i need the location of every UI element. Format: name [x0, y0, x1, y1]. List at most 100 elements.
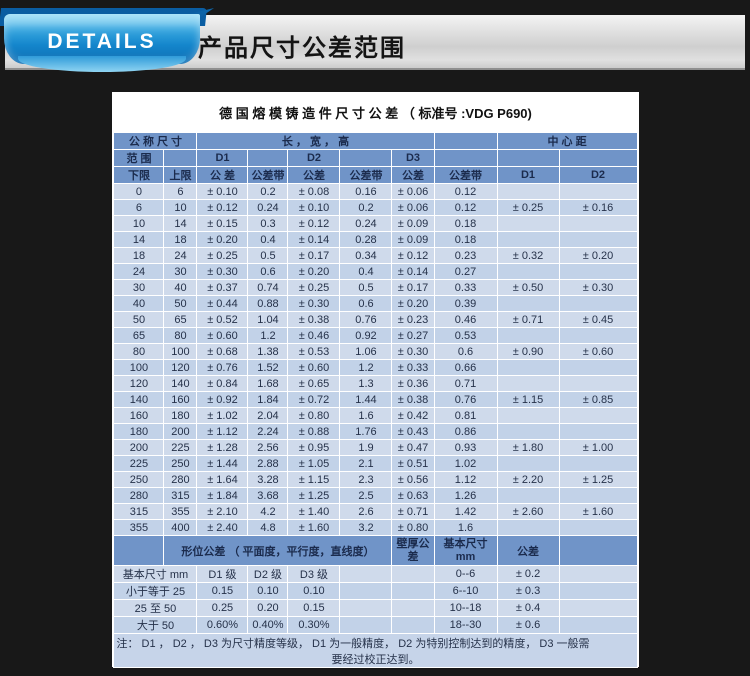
table-row: 65 80 ± 0.60 1.2 ± 0.46 0.92 ± 0.27 0.53	[113, 327, 638, 344]
table-cell: 1.3	[339, 375, 393, 392]
table-cell: 1.38	[247, 343, 289, 360]
table-cell: 1.04	[247, 311, 289, 328]
table-cell: 2.24	[247, 423, 289, 440]
table-cell: 180	[113, 423, 165, 440]
col-group-lwh: 长 ， 宽 ， 高	[196, 132, 435, 150]
table-cell: 0.88	[247, 295, 289, 312]
table-cell: 14	[163, 215, 198, 232]
table-cell: ± 1.60	[287, 519, 341, 536]
bottom-blank-1	[113, 535, 165, 566]
table-cell: 65	[163, 311, 198, 328]
table-cell: ± 0.20	[287, 263, 341, 280]
table-row: 6 10 ± 0.12 0.24 ± 0.10 0.2 ± 0.06 0.12 ± 0.25 ± …	[113, 199, 638, 216]
bottom-blank-2	[558, 535, 638, 566]
table-cell: 3.68	[247, 487, 289, 504]
table-cell: ± 0.30	[196, 263, 249, 280]
table-cell	[558, 519, 638, 536]
table-cell: 0.27	[433, 263, 498, 280]
table-cell: 0.28	[339, 231, 393, 248]
table-title: 德 国 熔 模 铸 造 件 尺 寸 公 差 （ 标准号 :VDG P690)	[219, 105, 532, 121]
table-cell: 40	[113, 295, 165, 312]
table-cell: ± 0.36	[391, 375, 435, 392]
bottom-cell: 6--10	[433, 582, 498, 600]
bottom-row: 25 至 50 0.25 0.20 0.15 10--18 ± 0.4	[113, 599, 638, 617]
table-cell: 0.74	[247, 279, 289, 296]
table-cell: 3.2	[339, 519, 393, 536]
bottom-wall-thickness: 壁厚公差	[391, 535, 435, 566]
table-cell: 1.52	[247, 359, 289, 376]
table-cell: 0.5	[247, 247, 289, 264]
table-cell: 2.1	[339, 455, 393, 472]
table-cell: 140	[113, 391, 165, 408]
table-cell: 0.86	[433, 423, 498, 440]
table-cell: ± 0.95	[287, 439, 341, 456]
bottom-row-label: 25 至 50	[113, 599, 198, 617]
bottom-cell: ± 0.6	[496, 616, 560, 634]
table-cell: ± 0.10	[196, 183, 249, 200]
table-row: 250 280 ± 1.64 3.28 ± 1.15 2.3 ± 0.56 1.12 ± 2.2…	[113, 471, 638, 488]
col-group-center-distance: 中 心 距	[496, 132, 638, 150]
header-cell: 公 差	[196, 166, 249, 184]
bottom-rows: 基本尺寸 mm D1 级 D2 级 D3 级 0--6 ± 0.2 小于等于 25 0.15 0…	[113, 565, 638, 634]
table-cell: ± 2.10	[196, 503, 249, 520]
table-cell	[496, 375, 560, 392]
table-cell: 0.16	[339, 183, 393, 200]
table-cell: 0.53	[433, 327, 498, 344]
table-cell: ± 1.02	[196, 407, 249, 424]
table-cell: ± 0.08	[287, 183, 341, 200]
table-cell: ± 0.60	[196, 327, 249, 344]
table-cell	[496, 327, 560, 344]
table-cell: ± 0.47	[391, 439, 435, 456]
table-cell: 1.2	[339, 359, 393, 376]
table-cell: ± 0.72	[287, 391, 341, 408]
table-cell: 1.2	[247, 327, 289, 344]
bottom-cell	[558, 582, 638, 600]
bottom-cell	[339, 565, 393, 583]
header-cell: 公差带	[247, 166, 289, 184]
table-body: 0 6 ± 0.10 0.2 ± 0.08 0.16 ± 0.06 0.12 6 10 ± 0.12…	[113, 183, 638, 536]
table-cell: 280	[163, 471, 198, 488]
table-cell: ± 0.60	[287, 359, 341, 376]
bottom-cell: 0.40%	[247, 616, 289, 634]
table-cell: 0.6	[247, 263, 289, 280]
table-cell: ± 0.30	[391, 343, 435, 360]
table-cell: ± 1.84	[196, 487, 249, 504]
table-row: 24 30 ± 0.30 0.6 ± 0.20 0.4 ± 0.14 0.27	[113, 263, 638, 280]
table-cell: 18	[163, 231, 198, 248]
table-row: 40 50 ± 0.44 0.88 ± 0.30 0.6 ± 0.20 0.39	[113, 295, 638, 312]
table-cell: 0.34	[339, 247, 393, 264]
bottom-basic-size: 基本尺寸 mm	[433, 535, 498, 566]
table-cell: 0.12	[433, 183, 498, 200]
bottom-header-row: 形位公差 （ 平面度，平行度，直线度） 壁厚公差 基本尺寸 mm 公差	[113, 535, 638, 566]
table-cell: ± 2.20	[496, 471, 560, 488]
table-cell	[496, 183, 560, 200]
table-cell: ± 0.71	[391, 503, 435, 520]
bottom-cell: 0.60%	[196, 616, 249, 634]
table-cell: ± 0.56	[391, 471, 435, 488]
table-cell: ± 0.38	[391, 391, 435, 408]
header-cell	[433, 149, 498, 167]
table-cell: 50	[113, 311, 165, 328]
table-cell: ± 0.68	[196, 343, 249, 360]
table-row: 180 200 ± 1.12 2.24 ± 0.88 1.76 ± 0.43 0.86	[113, 423, 638, 440]
table-cell: ± 2.60	[496, 503, 560, 520]
note-section: 注： D1 ， D2 ， D3 为尺寸精度等级， D1 为一般精度， D2 为特…	[113, 633, 638, 668]
table-cell	[558, 295, 638, 312]
table-cell: 180	[163, 407, 198, 424]
bottom-row-label: 基本尺寸 mm	[113, 565, 198, 583]
table-cell: 160	[163, 391, 198, 408]
ribbon-wave	[18, 56, 186, 72]
table-cell	[496, 407, 560, 424]
bottom-cell	[391, 616, 435, 634]
table-cell: ± 0.30	[287, 295, 341, 312]
table-cell: 0.33	[433, 279, 498, 296]
table-cell: ± 1.15	[287, 471, 341, 488]
table-cell	[558, 327, 638, 344]
table-cell: ± 0.17	[391, 279, 435, 296]
header-cell: 公差带	[433, 166, 498, 184]
table-cell: ± 0.16	[558, 199, 638, 216]
table-cell: ± 0.50	[496, 279, 560, 296]
bottom-cell	[391, 565, 435, 583]
footnote-line-1: 注： D1 ， D2 ， D3 为尺寸精度等级， D1 为一般精度， D2 为特…	[116, 638, 590, 650]
table-cell: ± 1.80	[496, 439, 560, 456]
